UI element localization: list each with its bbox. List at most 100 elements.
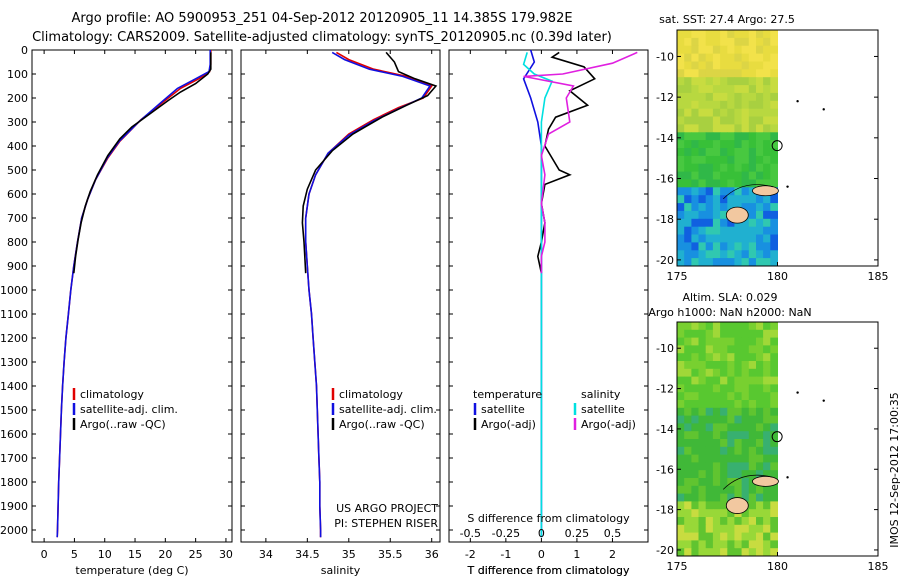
legend-entry: Argo(..raw -QC) bbox=[339, 418, 425, 431]
x-tick-label: 0 bbox=[41, 548, 48, 561]
map-cell bbox=[741, 368, 750, 378]
map-cell bbox=[705, 124, 714, 133]
map-cell bbox=[677, 470, 685, 479]
map-cell bbox=[684, 53, 692, 62]
map-cell bbox=[756, 179, 764, 188]
map-cell bbox=[684, 415, 692, 424]
map-cell bbox=[741, 100, 750, 110]
map-cell bbox=[691, 517, 700, 526]
map-cell bbox=[691, 485, 700, 495]
map-cell bbox=[720, 203, 728, 212]
map-cell bbox=[712, 155, 721, 165]
map-cell bbox=[691, 454, 700, 463]
map-cell bbox=[763, 218, 771, 228]
map-cell bbox=[756, 124, 764, 133]
map-cell bbox=[734, 250, 743, 259]
map-cell bbox=[770, 155, 778, 165]
map-cell bbox=[698, 53, 707, 62]
map-cell bbox=[698, 187, 707, 196]
y-tick-label: 800 bbox=[7, 236, 28, 249]
map-cell bbox=[741, 532, 750, 541]
map-cell bbox=[720, 100, 728, 110]
map-cell bbox=[727, 69, 735, 78]
map-cell bbox=[691, 30, 700, 39]
map-cell bbox=[763, 124, 771, 133]
legend-entry: climatology bbox=[80, 388, 144, 401]
map-cell bbox=[770, 345, 778, 354]
map-cell bbox=[712, 517, 721, 526]
map-cell bbox=[720, 532, 728, 541]
map-cell bbox=[691, 431, 700, 440]
map-cell bbox=[720, 218, 728, 228]
map-cell bbox=[705, 242, 714, 251]
map-cell bbox=[705, 454, 714, 463]
map-cell bbox=[734, 532, 743, 541]
map-cell bbox=[727, 322, 735, 331]
map-cell bbox=[698, 423, 707, 432]
x2-tick-label: -0.5 bbox=[460, 527, 481, 540]
map-cell bbox=[684, 85, 692, 94]
map-cell bbox=[705, 431, 714, 440]
map-cell bbox=[677, 337, 685, 346]
map-cell bbox=[741, 478, 750, 487]
map-cell bbox=[734, 368, 743, 378]
map-cell bbox=[691, 45, 700, 55]
map-cell bbox=[698, 415, 707, 424]
map-cell bbox=[705, 345, 714, 354]
map-cell bbox=[677, 478, 685, 487]
map-cell bbox=[770, 203, 778, 212]
reef-outline bbox=[722, 474, 774, 490]
map-y-tick-label: -14 bbox=[656, 132, 674, 145]
islet bbox=[786, 476, 789, 479]
map-cell bbox=[763, 155, 771, 165]
y-tick-label: 900 bbox=[7, 260, 28, 273]
map-cell bbox=[712, 509, 721, 518]
map-cell bbox=[741, 258, 750, 267]
map-cell bbox=[698, 179, 707, 188]
map-cell bbox=[756, 85, 764, 94]
map-cell bbox=[712, 368, 721, 378]
map-cell bbox=[684, 384, 692, 393]
map-cell bbox=[756, 446, 764, 456]
map-cell bbox=[741, 329, 750, 339]
map-cell bbox=[684, 132, 692, 141]
map-cell bbox=[741, 509, 750, 518]
map-cell bbox=[677, 329, 685, 339]
map-cell bbox=[748, 509, 757, 518]
map-cell bbox=[748, 61, 757, 70]
map-cell bbox=[720, 509, 728, 518]
map-cell bbox=[712, 540, 721, 549]
map-cell bbox=[770, 242, 778, 251]
map-cell bbox=[734, 140, 743, 149]
map-cell bbox=[756, 45, 764, 55]
map-cell bbox=[720, 155, 728, 165]
map-cell bbox=[741, 524, 750, 534]
map-cell bbox=[677, 493, 685, 502]
map-cell bbox=[705, 37, 714, 47]
map-cell bbox=[770, 210, 778, 220]
map-cell bbox=[756, 337, 764, 346]
map-cell bbox=[734, 61, 743, 70]
map-cell bbox=[691, 376, 700, 385]
map-cell bbox=[677, 53, 685, 62]
map-cell bbox=[712, 116, 721, 125]
map-cell bbox=[720, 415, 728, 424]
map-cell bbox=[748, 361, 757, 370]
map-cell bbox=[748, 124, 757, 133]
series-line-1 bbox=[304, 51, 432, 538]
map-cell bbox=[727, 361, 735, 370]
map-cell bbox=[677, 155, 685, 165]
map-cell bbox=[734, 187, 743, 196]
map-cell bbox=[770, 415, 778, 424]
map-cell bbox=[705, 423, 714, 432]
map-cell bbox=[727, 446, 735, 456]
map-cell bbox=[756, 501, 764, 510]
map-cell bbox=[698, 532, 707, 541]
map-cell bbox=[748, 501, 757, 510]
map-cell bbox=[770, 540, 778, 549]
map-cell bbox=[741, 69, 750, 78]
x-axis-label: salinity bbox=[321, 564, 361, 577]
y-tick-label: 400 bbox=[7, 140, 28, 153]
map-cell bbox=[756, 517, 764, 526]
map-cell bbox=[684, 337, 692, 346]
